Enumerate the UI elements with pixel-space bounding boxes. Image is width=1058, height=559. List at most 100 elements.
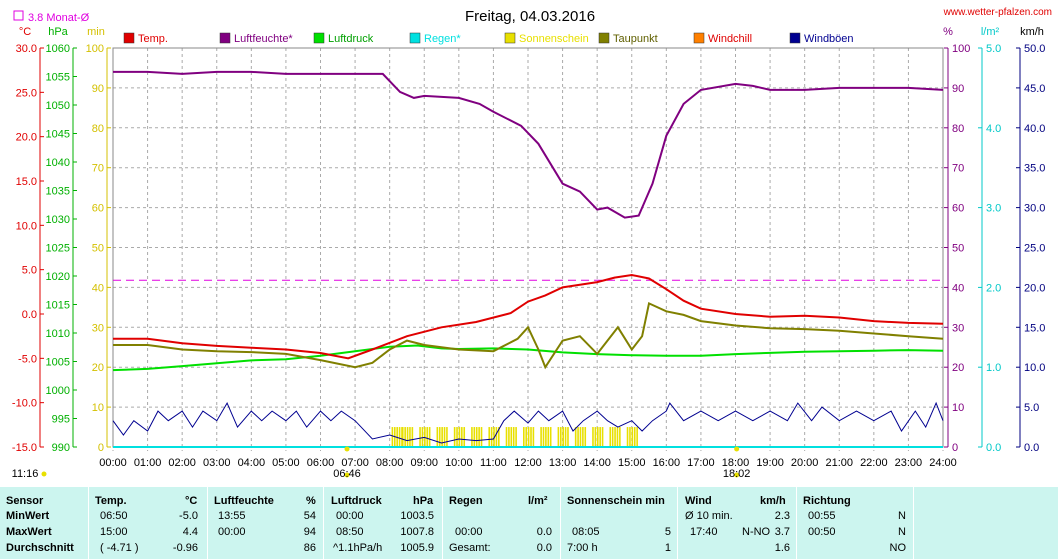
hour-tick-label: 10:00 xyxy=(445,457,473,469)
wind-axis-tick-label: 45.0 xyxy=(1024,83,1045,95)
hour-tick-label: 20:00 xyxy=(791,457,819,469)
cell-temp-val: -0.96 xyxy=(172,542,198,554)
monthly-avg-label: 3.8 Monat-Ø xyxy=(28,12,90,24)
minutes-axis-tick-label: 40 xyxy=(92,282,104,294)
legend-label: Taupunkt xyxy=(613,33,658,45)
legend-swatch xyxy=(409,32,421,44)
cell-sun-val: 5 xyxy=(664,526,671,538)
sunshine-bar xyxy=(532,427,535,447)
cell-press-time: 00:00 xyxy=(336,510,364,522)
temp-axis-tick-label: -10.0 xyxy=(12,398,37,410)
hour-tick-label: 11:00 xyxy=(480,457,507,469)
chart-title: Freitag, 04.03.2016 xyxy=(465,8,595,25)
sunshine-bar xyxy=(428,427,431,447)
sunshine-bar xyxy=(527,427,530,447)
cell-wind-time: Ø 10 min. xyxy=(685,510,733,522)
cell-dir-time: 00:55 xyxy=(808,510,836,522)
cell-sun-time: 08:05 xyxy=(572,526,600,538)
minutes-axis-tick-label: 50 xyxy=(92,243,104,255)
hour-tick-label: 09:00 xyxy=(410,457,438,469)
percent-axis-tick-label: 0 xyxy=(952,442,958,454)
hour-tick-label: 13:00 xyxy=(549,457,577,469)
legend-label: Luftdruck xyxy=(328,33,374,45)
cell-rain-time: 00:00 xyxy=(455,526,483,538)
hour-tick-label: 06:00 xyxy=(307,457,335,469)
temp-axis-tick-label: 0.0 xyxy=(22,309,37,321)
sunshine-bar xyxy=(443,427,446,447)
sunshine-bar xyxy=(577,427,579,447)
sunshine-bar xyxy=(461,427,463,447)
series-line-windben xyxy=(112,401,944,444)
minutes-axis-tick-label: 30 xyxy=(92,322,104,334)
sunshine-bar xyxy=(515,427,517,447)
minutes-axis-tick-label: 10 xyxy=(92,402,104,414)
cell-rain-val: 0.0 xyxy=(536,526,552,538)
percent-axis-tick-label: 90 xyxy=(952,83,964,95)
sunshine-bar xyxy=(599,427,601,447)
pressure-axis-tick-label: 1055 xyxy=(46,72,70,84)
hour-tick-label: 15:00 xyxy=(618,457,646,469)
sunshine-bar xyxy=(525,427,527,447)
pressure-axis-tick-label: 1015 xyxy=(46,300,70,312)
sunshine-bar xyxy=(530,427,532,447)
sunshine-bar xyxy=(594,427,597,447)
sunshine-bar xyxy=(438,427,441,447)
sunshine-bar xyxy=(436,427,439,447)
cell-dir-val: N xyxy=(898,510,906,522)
sunshine-bar xyxy=(601,427,604,447)
hour-tick-label: 08:00 xyxy=(376,457,404,469)
rain-axis-tick-label: 5.0 xyxy=(986,43,1001,55)
legend-swatch xyxy=(504,32,516,44)
hour-tick-label: 23:00 xyxy=(895,457,923,469)
sunshine-bar xyxy=(495,427,498,447)
legend-label: Sonnenschein xyxy=(519,33,589,45)
sunshine-bar xyxy=(631,427,634,447)
sunshine-bar xyxy=(505,427,508,447)
sunshine-bar xyxy=(480,427,483,447)
hour-tick-label: 24:00 xyxy=(929,457,957,469)
sunshine-bar xyxy=(471,427,473,447)
hour-tick-label: 00:00 xyxy=(99,457,127,469)
header-sensor: Sensor xyxy=(6,495,44,507)
minutes-axis-tick-label: 20 xyxy=(92,362,104,374)
sunshine-bar xyxy=(478,427,480,447)
percent-axis-tick-label: 70 xyxy=(952,163,964,175)
sunshine-bar xyxy=(592,427,594,447)
cell-press-val: 1003.5 xyxy=(400,510,434,522)
legend-label: Luftfeuchte* xyxy=(234,33,293,45)
percent-axis-tick-label: 60 xyxy=(952,203,964,215)
hour-tick-label: 22:00 xyxy=(860,457,888,469)
legend-label: Regen* xyxy=(424,33,461,45)
sunshine-bar xyxy=(473,427,476,447)
cell-wind-time: 17:40 xyxy=(690,526,718,538)
minutes-axis-tick-label: 0 xyxy=(98,442,104,454)
header-temp-unit: °C xyxy=(185,495,198,507)
hour-tick-label: 07:00 xyxy=(341,457,369,469)
header-wind: Wind xyxy=(685,495,712,507)
percent-axis-tick-label: 30 xyxy=(952,322,964,334)
cell-press-val: 1005.9 xyxy=(400,542,434,554)
header-pressure: Luftdruck xyxy=(331,495,382,507)
cell-wind-dir: N-NO xyxy=(742,526,771,538)
sunshine-bar xyxy=(562,427,564,447)
series-line-luftfeuchte xyxy=(113,70,944,219)
header-sunshine: Sonnenschein min xyxy=(567,495,665,507)
minutes-unit-label: min xyxy=(87,26,105,38)
statistics-table: Sensor Temp. °C Luftfeuchte % Luftdruck … xyxy=(0,487,1058,559)
wind-axis-tick-label: 35.0 xyxy=(1024,163,1045,175)
sunshine-bar xyxy=(411,427,414,447)
legend-label: Windböen xyxy=(804,33,854,45)
pressure-axis-tick-label: 1000 xyxy=(46,385,70,397)
sunshine-bar xyxy=(619,427,621,447)
row-label: MinWert xyxy=(6,510,50,522)
sunshine-bar xyxy=(523,427,525,447)
cell-wind-val: 1.6 xyxy=(774,542,790,554)
header-temp: Temp. xyxy=(95,495,127,507)
source-label: www.wetter-pfalzen.com xyxy=(943,7,1052,18)
percent-axis-tick-label: 40 xyxy=(952,282,964,294)
sunshine-bar xyxy=(549,427,552,447)
sunshine-bar xyxy=(490,427,493,447)
hour-tick-label: 17:00 xyxy=(687,457,715,469)
cell-dir-val: N xyxy=(898,526,906,538)
wind-axis-tick-label: 20.0 xyxy=(1024,282,1045,294)
